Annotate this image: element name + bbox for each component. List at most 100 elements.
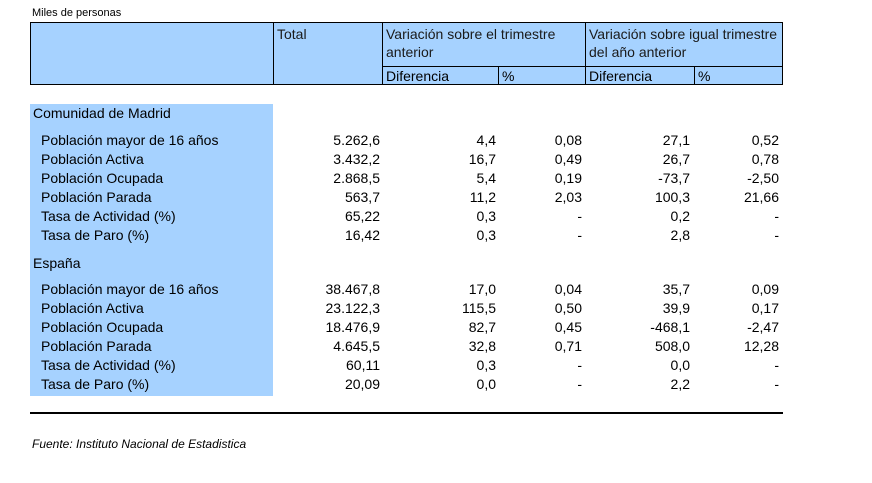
cell-pct1: - [577,227,582,243]
cell-dif1: 16,7 [468,151,496,167]
header-mid-border [382,66,783,67]
row-label: Población mayor de 16 años [41,132,219,148]
cell-dif2: 26,7 [662,151,690,167]
cell-dif1: 11,2 [469,189,496,205]
cell-dif1: 5,4 [476,170,496,186]
cell-pct2: 0,52 [751,132,779,148]
cell-pct2: -2,47 [747,319,779,335]
cell-pct1: 0,50 [554,300,582,316]
header-var-anio: Variación sobre igual trimestre del año … [589,26,778,60]
header-divider-total [273,22,274,85]
cell-total: 4.645,5 [333,338,380,354]
row-label: Población Ocupada [41,170,164,186]
header-divider-pct1 [498,66,499,85]
cell-dif2: 0,2 [670,208,690,224]
header-bottom-border [30,84,783,85]
row-label: Población Parada [41,189,152,205]
cell-dif1: 0,3 [476,227,496,243]
units-caption: Miles de personas [32,7,122,19]
cell-pct1: 0,08 [554,132,582,148]
table-row: Tasa de Paro (%) 20,09 0,0 - 2,2 - [0,375,872,394]
cell-dif2: 508,0 [654,338,690,354]
cell-total: 5.262,6 [333,132,380,148]
cell-total: 38.467,8 [325,281,381,297]
cell-pct1: 0,71 [554,338,582,354]
table-header [30,23,783,85]
header-top-border [30,22,783,23]
table-row: Población Parada 4.645,5 32,8 0,71 508,0 12,2… [0,337,872,356]
table-row: Población mayor de 16 años 5.262,6 4,4 0,08… [0,131,872,150]
cell-total: 23.122,3 [325,300,381,316]
header-divider-var1 [382,22,383,85]
header-total: Total [277,26,307,42]
cell-dif1: 115,5 [462,300,496,316]
table-row: Población Activa 3.432,2 16,7 0,49 26,7 0,78 [0,150,872,169]
cell-dif1: 0,3 [476,208,496,224]
table-row: Tasa de Paro (%) 16,42 0,3 - 2,8 - [0,226,872,245]
table-row: Población Ocupada 2.868,5 5,4 0,19 -73,7 -2,5… [0,169,872,188]
cell-total: 18.476,9 [325,319,381,335]
cell-pct2: - [774,208,779,224]
source-note: Fuente: Instituto Nacional de Estadistic… [32,437,247,451]
header-left-border [30,22,31,85]
row-label: Población Parada [41,338,152,354]
cell-total: 60,11 [346,357,380,373]
row-label: Población Activa [41,300,144,316]
cell-pct2: - [774,357,779,373]
table-bottom-border [30,412,783,414]
cell-pct1: 0,19 [554,170,582,186]
header-divider-var2 [585,22,586,85]
cell-dif1: 17,0 [468,281,496,297]
row-label: Tasa de Paro (%) [41,227,150,243]
header-pct-2: % [698,68,711,84]
table-row: Población Activa 23.122,3 115,5 0,50 39,9 0,1… [0,299,872,318]
cell-dif2: -468,1 [650,319,690,335]
cell-dif1: 32,8 [468,338,496,354]
cell-total: 20,09 [344,376,380,392]
row-label: Tasa de Actividad (%) [41,208,176,224]
cell-dif2: 35,7 [662,281,690,297]
cell-pct2: 0,78 [751,151,779,167]
cell-pct2: -2,50 [747,170,779,186]
cell-pct2: 21,66 [743,189,779,205]
cell-dif2: 2,2 [670,376,690,392]
row-label: Población Ocupada [41,319,164,335]
cell-pct1: 2,03 [554,189,582,205]
cell-dif1: 4,4 [476,132,496,148]
cell-total: 2.868,5 [333,170,380,186]
cell-pct2: 0,17 [751,300,779,316]
section-title-espana: España [33,255,81,271]
cell-pct1: 0,45 [554,319,582,335]
cell-total: 3.432,2 [333,151,380,167]
cell-pct1: - [577,376,582,392]
header-diferencia-2: Diferencia [589,68,653,84]
cell-pct2: - [774,376,779,392]
row-label: Tasa de Paro (%) [41,376,150,392]
cell-pct1: 0,49 [554,151,582,167]
row-label: Población mayor de 16 años [41,281,219,297]
header-diferencia-1: Diferencia [386,68,450,84]
label-column [30,104,273,396]
cell-pct2: 0,09 [751,281,779,297]
cell-pct2: - [774,227,779,243]
cell-dif2: 0,0 [670,357,690,373]
cell-pct1: - [577,357,582,373]
table-row: Tasa de Actividad (%) 65,22 0,3 - 0,2 - [0,207,872,226]
header-divider-pct2 [694,66,695,85]
row-label: Tasa de Actividad (%) [41,357,176,373]
cell-pct1: 0,04 [554,281,582,297]
section-title-madrid: Comunidad de Madrid [33,105,171,121]
table-row: Población mayor de 16 años 38.467,8 17,0 0,… [0,280,872,299]
table-row: Población Parada 563,7 11,2 2,03 100,3 21,66 [0,188,872,207]
cell-dif2: 100,3 [654,189,690,205]
header-var-trimestre: Variación sobre el trimestre anterior [386,26,556,60]
cell-dif2: 27,1 [662,132,690,148]
cell-total: 16,42 [344,227,380,243]
cell-dif2: 39,9 [662,300,690,316]
cell-dif2: -73,7 [658,170,690,186]
cell-pct1: - [577,208,582,224]
cell-dif1: 82,7 [468,319,496,335]
table-row: Tasa de Actividad (%) 60,11 0,3 - 0,0 - [0,356,872,375]
table-row: Población Ocupada 18.476,9 82,7 0,45 -468,1 -… [0,318,872,337]
cell-pct2: 12,28 [743,338,779,354]
